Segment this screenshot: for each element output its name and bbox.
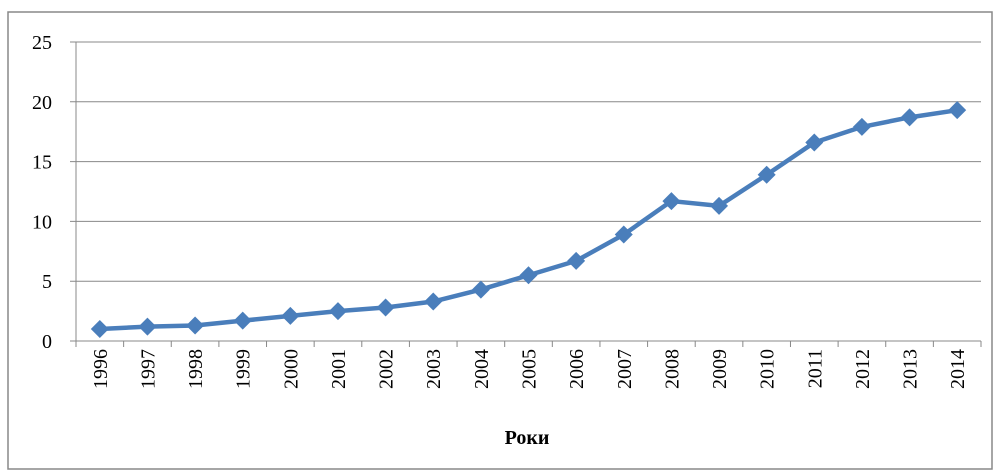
y-tick-label: 0 [42,331,52,353]
marker [757,165,776,184]
marker [328,302,347,321]
x-tick-label: 2008 [661,349,683,389]
x-tick-label: 2003 [423,349,445,389]
marker [948,101,967,120]
x-tick-label: 2011 [804,349,826,388]
x-tick-label: 2006 [566,349,588,389]
chart-border [7,11,993,470]
x-tick-label: 2014 [947,349,969,389]
x-tick-label: 1997 [137,349,159,389]
y-tick-label: 5 [42,271,52,293]
x-tick-label: 2007 [614,349,636,389]
x-tick-label: 1996 [90,349,112,389]
x-tick-label: 2009 [709,349,731,389]
x-tick-label: 2000 [280,349,302,389]
y-tick-label: 10 [32,211,52,233]
x-tick-label: 2005 [519,349,541,389]
marker [614,225,633,244]
marker [852,117,871,136]
x-tick-label: 2010 [757,349,779,389]
x-tick-label: 2002 [376,349,398,389]
marker [376,298,395,317]
marker [567,251,586,270]
y-tick-label: 15 [32,152,52,174]
marker [710,196,729,215]
marker [138,317,157,336]
marker [805,133,824,152]
marker [519,266,538,285]
x-tick-label: 2012 [852,349,874,389]
y-tick-label: 25 [32,32,52,54]
x-tick-label: 1998 [185,349,207,389]
x-tick-label: 1999 [233,349,255,389]
marker [90,320,109,339]
marker [424,292,443,311]
x-axis-title: Роки [505,427,550,449]
y-tick-label: 20 [32,92,52,114]
marker [900,108,919,127]
marker [471,280,490,299]
marker [662,192,681,211]
marker [233,311,252,330]
x-tick-label: 2001 [328,349,350,389]
x-tick-label: 2004 [471,349,493,389]
x-tick-label: 2013 [900,349,922,389]
marker [281,306,300,325]
marker [186,316,205,335]
